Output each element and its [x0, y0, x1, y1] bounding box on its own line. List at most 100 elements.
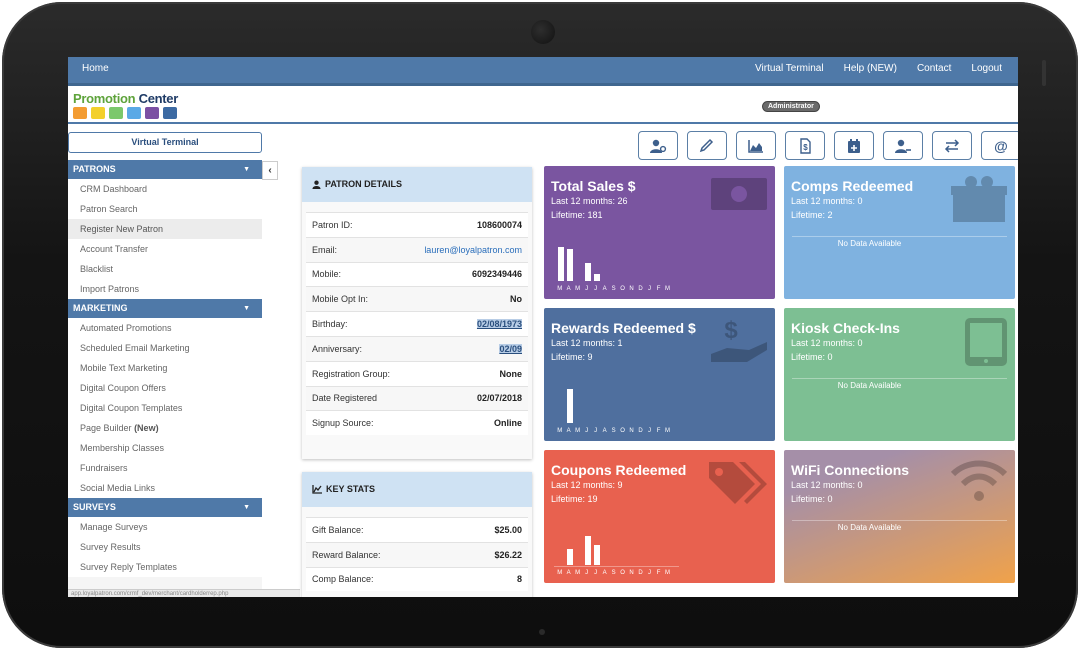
sidebar-item-label: Membership Classes [80, 443, 165, 453]
patron-details-title: PATRON DETAILS [325, 179, 402, 189]
sidebar: PATRONS ▼ CRM Dashboard Patron Search Regist… [68, 160, 262, 597]
svg-text:$: $ [803, 143, 808, 152]
sidebar-item-label: CRM Dashboard [80, 184, 148, 194]
coupons-last12: Last 12 months: 9 [551, 480, 623, 490]
sidebar-section-marketing[interactable]: MARKETING ▼ [68, 299, 262, 318]
detail-label: Anniversary: [312, 343, 363, 354]
detail-row: Comp Balance: 8 [306, 566, 528, 592]
sidebar-item-import-patrons[interactable]: Import Patrons [68, 279, 262, 299]
total-sales-last12: Last 12 months: 26 [551, 196, 628, 206]
calendar-plus-icon[interactable] [834, 131, 874, 160]
header-bar: Promotion Center Administrator [68, 86, 1018, 124]
sidebar-item-blacklist[interactable]: Blacklist [68, 259, 262, 279]
wifi-connections-tile[interactable]: WiFi Connections Last 12 months: 0 Lifet… [784, 450, 1015, 583]
pencil-icon[interactable] [687, 131, 727, 160]
detail-row: Signup Source: Online [306, 410, 528, 436]
month-tick-label: F [656, 570, 661, 576]
action-toolbar: $ @ [638, 131, 1018, 160]
detail-label: Comp Balance: [312, 574, 374, 585]
month-tick-label: J [585, 428, 589, 434]
microphone-dot [539, 629, 545, 635]
detail-row: Mobile: 6092349446 [306, 261, 528, 287]
comps-redeemed-tile[interactable]: Comps Redeemed Last 12 months: 0 Lifetim… [784, 166, 1015, 299]
detail-value: 02/09 [499, 343, 522, 354]
dollar-file-icon[interactable]: $ [785, 131, 825, 160]
month-tick-label: M [557, 428, 563, 434]
nav-home-link[interactable]: Home [82, 63, 109, 74]
month-tick-label: F [656, 286, 661, 292]
sidebar-item-mobile-text-marketing[interactable]: Mobile Text Marketing [68, 358, 262, 378]
sidebar-item-patron-search[interactable]: Patron Search [68, 199, 262, 219]
sidebar-section-patrons[interactable]: PATRONS ▼ [68, 160, 262, 179]
sidebar-item-label: Automated Promotions [80, 323, 172, 333]
nav-help-link[interactable]: Help (NEW) [843, 63, 897, 74]
rewards-bars [558, 383, 672, 423]
sidebar-section-surveys[interactable]: SURVEYS ▼ [68, 498, 262, 517]
logo[interactable]: Promotion Center [73, 91, 178, 106]
virtual-terminal-button[interactable]: Virtual Terminal [68, 132, 262, 153]
month-tick-label: J [648, 428, 652, 434]
total-sales-tile[interactable]: Total Sales $ Last 12 months: 26 Lifetim… [544, 166, 775, 299]
sidebar-item-manage-surveys[interactable]: Manage Surveys [68, 517, 262, 537]
sidebar-item-page-builder[interactable]: Page Builder (New) [68, 418, 262, 438]
nav-contact-link[interactable]: Contact [916, 63, 952, 74]
sidebar-item-survey-reply-templates[interactable]: Survey Reply Templates [68, 557, 262, 577]
at-sign-icon[interactable]: @ [981, 131, 1018, 160]
month-tick-label: M [575, 286, 581, 292]
detail-label: Gift Balance: [312, 524, 364, 535]
bar-j-4 [593, 273, 601, 281]
transfer-arrows-icon[interactable] [932, 131, 972, 160]
detail-row: Registration Group: None [306, 360, 528, 386]
sidebar-item-membership-classes[interactable]: Membership Classes [68, 438, 262, 458]
sidebar-item-digital-coupon-offers[interactable]: Digital Coupon Offers [68, 378, 262, 398]
chevron-left-icon[interactable]: ‹ [262, 161, 278, 180]
user-gear-icon[interactable] [638, 131, 678, 160]
sidebar-item-scheduled-email-marketing[interactable]: Scheduled Email Marketing [68, 338, 262, 358]
tablet-icon [965, 318, 1007, 366]
nav-virtual-terminal-link[interactable]: Virtual Terminal [755, 63, 824, 74]
sidebar-item-account-transfer[interactable]: Account Transfer [68, 239, 262, 259]
detail-label: Mobile: [312, 269, 342, 280]
sidebar-section-title: PATRONS [73, 164, 116, 174]
user-minus-icon[interactable] [883, 131, 923, 160]
month-tick-label: D [638, 286, 643, 292]
sidebar-item-digital-coupon-templates[interactable]: Digital Coupon Templates [68, 398, 262, 418]
coupons-redeemed-tile[interactable]: Coupons Redeemed Last 12 months: 9 Lifet… [544, 450, 775, 583]
sidebar-item-automated-promotions[interactable]: Automated Promotions [68, 318, 262, 338]
month-tick-label: J [585, 286, 589, 292]
top-nav: Home Virtual Terminal Help (NEW) Contact… [68, 57, 1018, 86]
sidebar-item-label: Manage Surveys [80, 522, 148, 532]
month-tick-label: N [629, 286, 634, 292]
camera-icon [531, 20, 555, 44]
email-link[interactable]: lauren@loyalpatron.com [424, 244, 522, 255]
sidebar-item-label: Survey Reply Templates [80, 562, 177, 572]
sidebar-item-fundraisers[interactable]: Fundraisers [68, 458, 262, 478]
month-tick-label: S [611, 428, 616, 434]
logo-word-2: Center [138, 91, 179, 106]
money-bill-icon [711, 178, 767, 210]
caret-down-icon: ▼ [243, 305, 250, 312]
detail-row: Gift Balance: $25.00 [306, 517, 528, 542]
month-tick-label: M [575, 570, 581, 576]
comps-redeemed-title: Comps Redeemed [791, 178, 914, 194]
sidebar-item-label: Patron Search [80, 204, 138, 214]
svg-text:@: @ [994, 138, 1008, 154]
sidebar-item-survey-results[interactable]: Survey Results [68, 537, 262, 557]
nav-logout-link[interactable]: Logout [971, 63, 1002, 74]
sidebar-item-social-media-links[interactable]: Social Media Links [68, 478, 262, 498]
kiosk-lifetime: Lifetime: 0 [791, 352, 833, 362]
rewards-redeemed-tile[interactable]: $ Rewards Redeemed $ Last 12 months: 1 L… [544, 308, 775, 441]
sidebar-item-register-new-patron[interactable]: Register New Patron [68, 219, 262, 239]
bar-a-1 [566, 389, 574, 423]
logo-square [163, 107, 177, 119]
bar-j-3 [584, 536, 592, 565]
detail-row: Reward Balance: $26.22 [306, 541, 528, 567]
month-tick-label: M [665, 286, 670, 292]
area-chart-icon[interactable] [736, 131, 776, 160]
comps-last12: Last 12 months: 0 [791, 196, 863, 206]
patron-details-rows: Patron ID: 108600074 Email: lauren@loyalpat… [302, 202, 532, 436]
kiosk-checkins-tile[interactable]: Kiosk Check-Ins Last 12 months: 0 Lifeti… [784, 308, 1015, 441]
sidebar-item-crm-dashboard[interactable]: CRM Dashboard [68, 179, 262, 199]
detail-value: 02/08/1973 [476, 319, 522, 330]
